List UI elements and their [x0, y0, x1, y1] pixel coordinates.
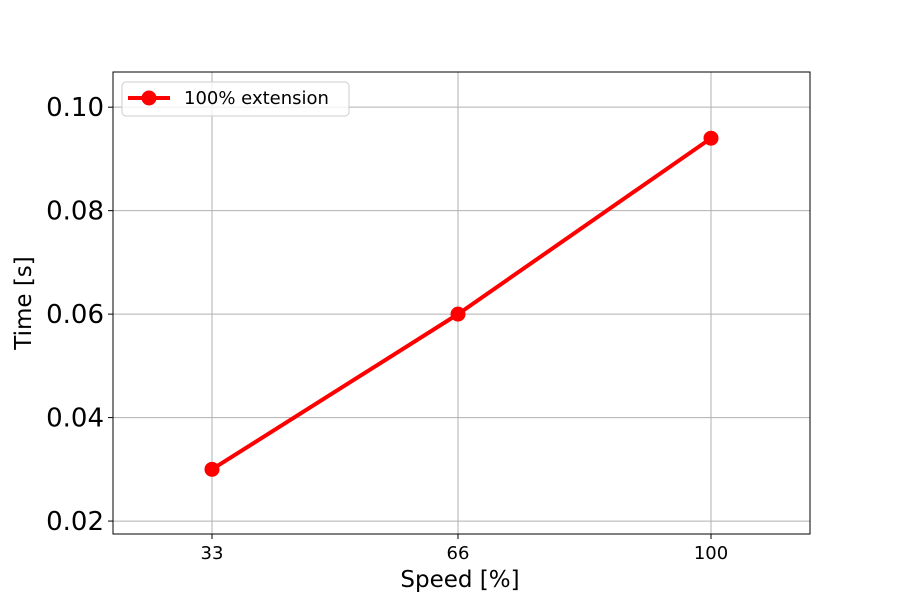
y-tick-label: 0.10 — [46, 93, 104, 123]
legend-entry-label: 100% extension — [184, 88, 329, 109]
ticks: 33 66 100 0.02 0.04 0.06 0.08 0.10 — [46, 93, 728, 564]
y-tick-label: 0.04 — [46, 404, 104, 434]
x-tick-label: 100 — [694, 543, 728, 564]
plot-frame — [112, 71, 811, 535]
legend: 100% extension — [121, 81, 350, 117]
y-tick-label: 0.06 — [46, 300, 104, 330]
data-point — [703, 130, 719, 146]
x-axis-label: Speed [%] — [400, 567, 519, 593]
data-point — [450, 306, 466, 322]
legend-marker-swatch — [141, 90, 157, 106]
y-tick-label: 0.08 — [46, 197, 104, 227]
data-point — [204, 461, 220, 477]
y-tick-label: 0.02 — [46, 507, 104, 537]
series-layer — [204, 130, 719, 477]
legend-box — [121, 81, 350, 117]
x-tick-label: 33 — [201, 543, 224, 564]
x-tick-label: 66 — [447, 543, 470, 564]
y-axis-label: Time [s] — [11, 256, 37, 351]
